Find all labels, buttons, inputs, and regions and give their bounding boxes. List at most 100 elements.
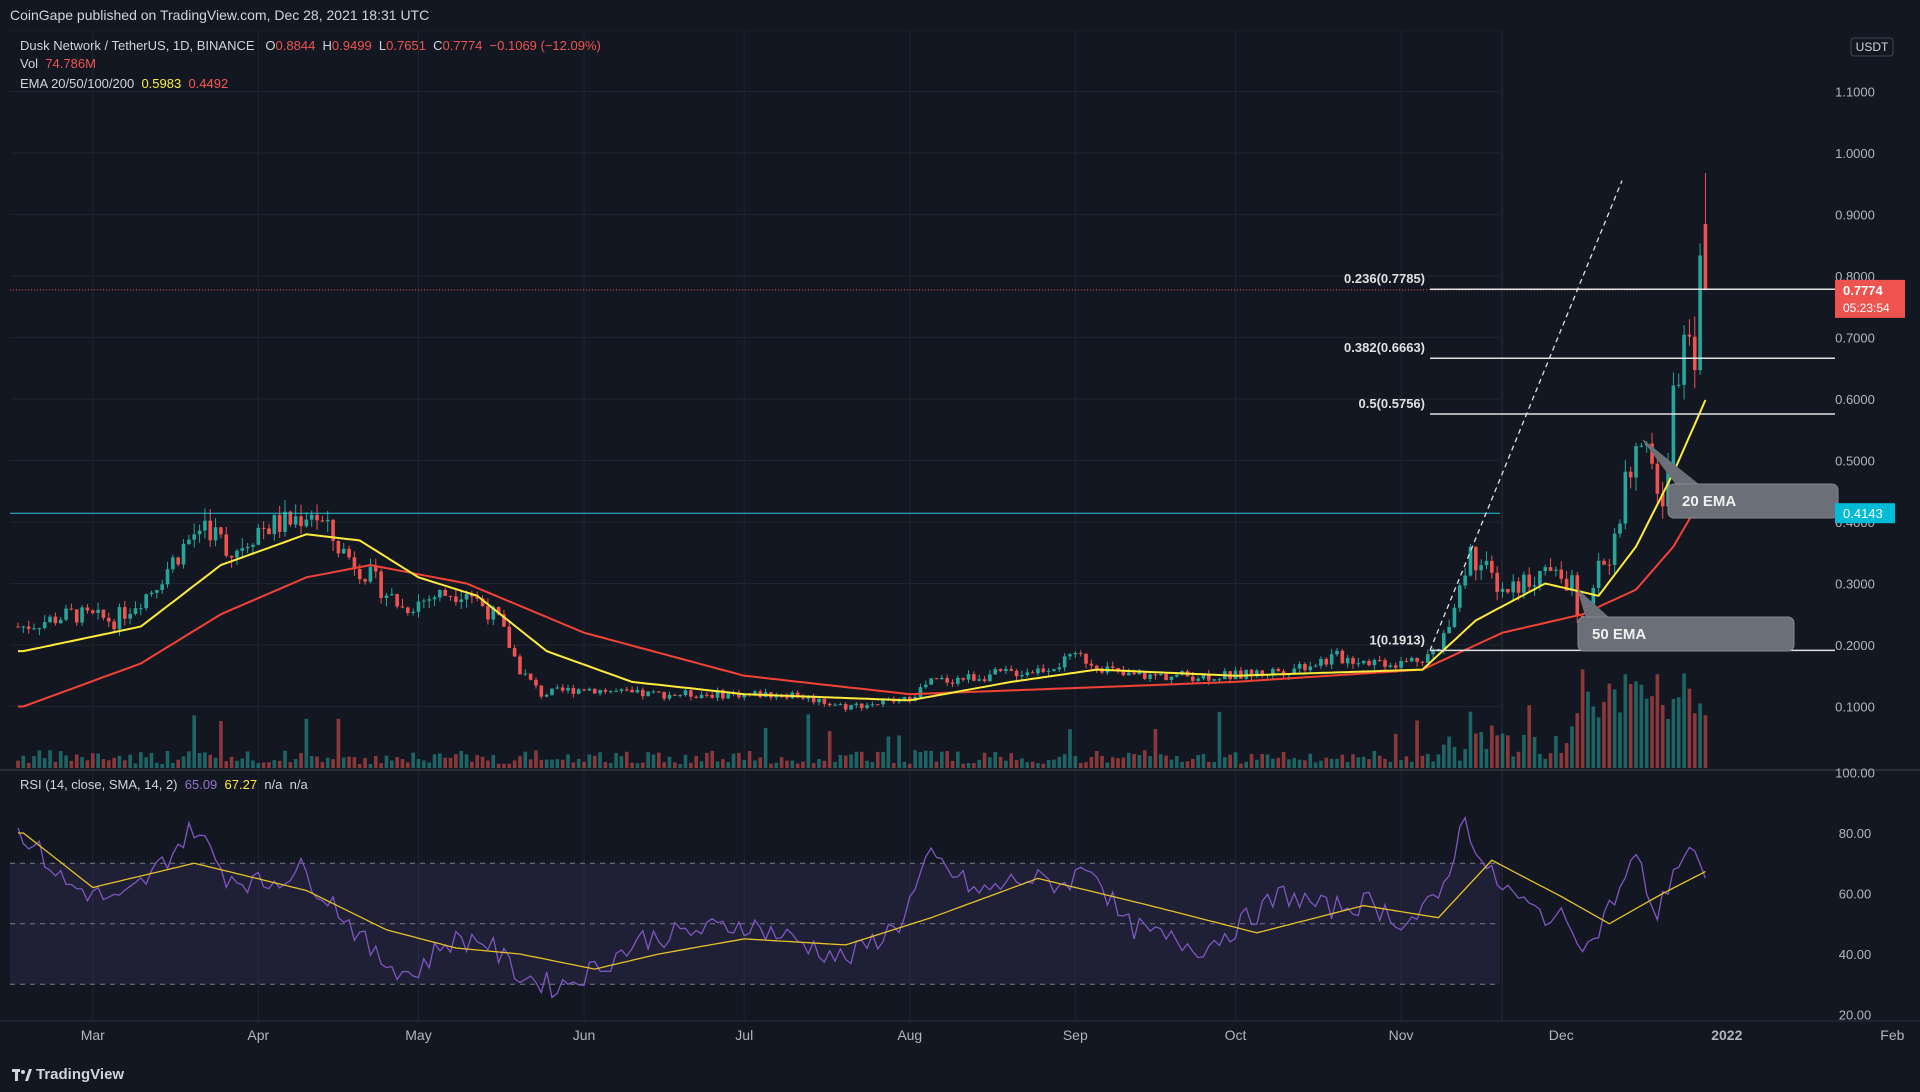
volume-bar: [1447, 736, 1451, 768]
volume-bar: [117, 755, 122, 768]
volume-bar: [763, 727, 768, 768]
candle-body: [1345, 658, 1350, 664]
candle-body: [368, 566, 373, 582]
volume-bar: [753, 760, 757, 768]
ema50-callout-box: [1577, 616, 1795, 652]
candle-body: [53, 616, 58, 624]
candle-body: [571, 688, 576, 694]
ema50-callout-label: 50 EMA: [1592, 626, 1646, 643]
volume-bar: [464, 754, 469, 768]
candle-body: [1169, 676, 1174, 681]
volume-bar: [1372, 750, 1377, 768]
volume-bar: [534, 750, 538, 768]
candle-body: [801, 697, 805, 699]
rsi-na-1: n/a: [264, 777, 283, 792]
volume-bar: [293, 759, 298, 768]
candle-body: [117, 607, 122, 630]
candle-body: [58, 619, 63, 624]
volume-bar: [1393, 733, 1398, 768]
volume-bar: [1623, 674, 1628, 768]
volume-bar: [181, 756, 186, 768]
volume-bar: [699, 761, 704, 768]
volume-bar: [395, 757, 399, 768]
volume-bar: [523, 751, 528, 768]
footer-brand: TradingView: [36, 1066, 125, 1083]
candle-body: [528, 673, 533, 680]
volume-bar: [726, 762, 731, 768]
volume-bar: [619, 755, 624, 768]
volume-bar: [1575, 713, 1580, 768]
volume-bar: [272, 760, 277, 768]
volume-bar: [1158, 754, 1163, 768]
volume-bar: [1116, 758, 1120, 768]
volume-bar: [443, 757, 447, 768]
rsi-label: RSI (14, close, SMA, 14, 2): [20, 777, 178, 792]
volume-bar: [1228, 754, 1232, 768]
volume-bar: [1036, 763, 1040, 768]
volume-bar: [758, 757, 763, 768]
volume-bar: [667, 756, 672, 768]
volume-bar: [384, 755, 389, 768]
volume-bar: [261, 762, 266, 768]
candle-body: [1340, 650, 1345, 664]
symbol-name: Dusk Network / TetherUS, 1D, BINANCE: [20, 38, 255, 53]
candle-body: [288, 511, 293, 525]
volume-bar: [817, 759, 821, 768]
candle-body: [1495, 572, 1499, 592]
candle-body: [331, 519, 335, 541]
volume-bar: [1468, 711, 1473, 768]
volume-bar: [480, 756, 485, 768]
volume-bar: [1607, 683, 1612, 768]
volume-bar: [459, 750, 464, 768]
candle-body: [85, 607, 90, 611]
volume-bar: [1660, 705, 1665, 768]
volume-bar: [945, 751, 949, 768]
candle-body: [21, 626, 26, 628]
candle-body: [576, 689, 581, 694]
volume-bar: [1126, 752, 1131, 768]
open-value: 0.8844: [275, 38, 316, 53]
volume-bar: [646, 752, 650, 768]
candle-body: [603, 690, 608, 692]
volume-bar: [486, 760, 490, 768]
volume-bar: [1591, 706, 1596, 768]
candle-body: [384, 595, 389, 599]
volume-bar: [1580, 669, 1585, 768]
volume-bar: [1084, 762, 1088, 768]
candle-body: [587, 688, 592, 691]
ema20-callout-box: [1667, 483, 1839, 519]
volume-bar: [1329, 758, 1334, 768]
volume-bar: [197, 752, 202, 768]
candle-body: [1110, 666, 1115, 668]
candle-body: [827, 703, 832, 706]
volume-bar: [256, 763, 261, 768]
candle-body: [406, 607, 410, 613]
volume-bar: [1276, 757, 1281, 768]
candle-body: [48, 616, 52, 623]
volume-bar: [438, 753, 442, 768]
rsi-legend: RSI (14, close, SMA, 14, 2) 65.09 67.27 …: [20, 777, 308, 792]
candle-body: [897, 700, 901, 702]
candle-body: [1132, 672, 1136, 675]
volume-bar: [101, 758, 106, 768]
candle-body: [843, 704, 848, 710]
candle-body: [1126, 672, 1131, 676]
candle-body: [16, 626, 20, 628]
candle-body: [240, 548, 245, 551]
rsi-tick-label: 20.00: [1839, 1008, 1872, 1023]
candle-body: [753, 691, 757, 694]
candle-body: [512, 648, 517, 657]
candle-body: [1164, 674, 1168, 681]
candle-body: [1030, 672, 1035, 674]
volume-bar: [491, 755, 496, 768]
volume-bar: [123, 760, 127, 768]
chart-canvas[interactable]: 100.00 80.00 60.00 40.00 20.00 0.236(0.7785)…: [0, 30, 1920, 1058]
candle-body: [811, 695, 816, 703]
price-tick-label: 0.5000: [1835, 454, 1875, 469]
candle-body: [1255, 670, 1259, 677]
volume-bar: [32, 756, 36, 768]
candle-body: [705, 694, 709, 696]
volume-bar: [806, 714, 811, 768]
candle-body: [1692, 336, 1697, 371]
candle-body: [1212, 679, 1216, 681]
